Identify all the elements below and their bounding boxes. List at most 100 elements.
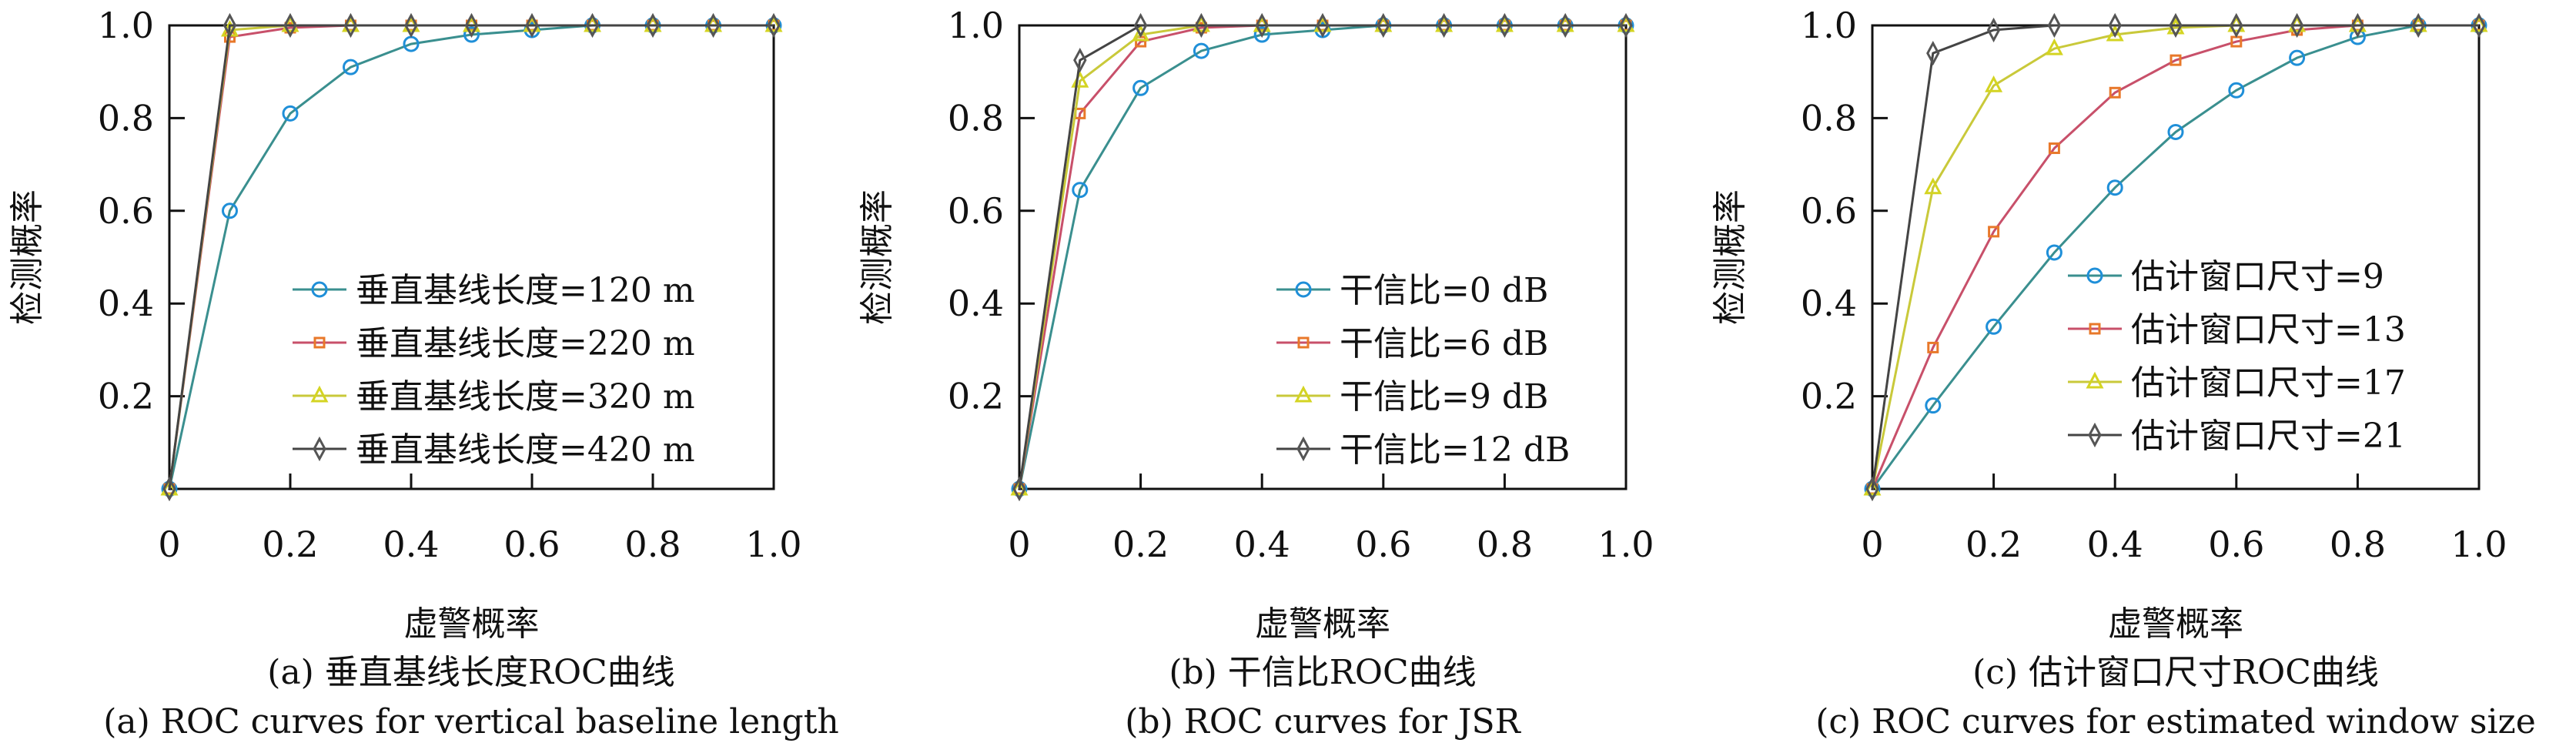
data-point: [2109, 86, 2121, 99]
data-point: [1619, 12, 1633, 38]
x-tick-label: 0.2: [262, 524, 318, 565]
y-tick-label: 0.8: [1801, 97, 1857, 139]
y-tick-label: 0.6: [98, 190, 154, 232]
data-point: [2045, 38, 2063, 55]
legend-marker: [1295, 281, 1312, 298]
x-tick-label: 0.6: [2208, 524, 2264, 565]
y-tick-label: 0.2: [948, 376, 1004, 417]
data-point: [1988, 226, 2000, 238]
data-point: [1194, 12, 1209, 38]
y-tick-label: 0.6: [948, 190, 1004, 232]
data-point: [1132, 24, 1150, 42]
legend-marker: [1296, 436, 1310, 462]
legend-marker: [1297, 336, 1310, 349]
data-point: [1865, 476, 1879, 502]
y-tick-label: 0.2: [98, 376, 154, 417]
series-3: 估计窗口尺寸=21: [1865, 12, 2486, 502]
data-point: [2106, 179, 2123, 196]
legend-label: 估计窗口尺寸=9: [2131, 257, 2384, 296]
x-tick-label: 0: [1861, 524, 1883, 565]
x-tick-label: 1.0: [2451, 524, 2507, 565]
y-tick-label: 1.0: [948, 5, 1004, 46]
data-point: [343, 12, 358, 38]
data-point: [525, 12, 539, 38]
data-point: [1924, 177, 1942, 195]
caption-en: (c) ROC curves for estimated window size: [1815, 702, 2536, 741]
chart-panel-2: 0 0.2 0.4 0.6 0.8 1.0 0.2 0.4 0.6 0.8 1.0 虚警概率 检测概率 (…: [1711, 5, 2536, 741]
data-point: [1012, 476, 1026, 502]
legend-marker: [1294, 385, 1313, 403]
series-line: [168, 24, 774, 490]
legend-label: 估计窗口尺寸=21: [2131, 417, 2406, 456]
y-axis-label: 检测概率: [858, 189, 897, 325]
x-axis-label: 虚警概率: [404, 604, 540, 644]
data-point: [585, 12, 600, 38]
legend-marker: [2086, 371, 2104, 389]
series-line: [1871, 24, 2479, 490]
legend-label: 垂直基线长度=420 m: [356, 430, 695, 470]
data-point: [1377, 12, 1390, 38]
series-line: [1018, 24, 1626, 490]
series-line: [168, 24, 774, 490]
data-point: [706, 12, 721, 38]
data-point: [1255, 12, 1269, 38]
caption-cn: (c) 估计窗口尺寸ROC曲线: [1972, 653, 2379, 692]
x-tick-label: 1.0: [1597, 524, 1654, 565]
x-tick-label: 1.0: [745, 524, 801, 565]
x-tick-label: 0.6: [1355, 524, 1411, 565]
data-point: [2170, 54, 2182, 66]
y-tick-label: 1.0: [98, 5, 154, 46]
data-point: [162, 476, 176, 502]
plot-frame: [168, 24, 775, 490]
data-point: [2106, 24, 2124, 42]
legend-label: 垂直基线长度=220 m: [356, 324, 695, 363]
legend-label: 干信比=0 dB: [1340, 271, 1548, 310]
data-point: [2048, 142, 2060, 155]
series-3: 垂直基线长度=420 m: [162, 12, 781, 502]
legend-marker: [2088, 422, 2102, 448]
data-point: [2289, 49, 2306, 66]
data-point: [1193, 42, 1209, 59]
legend-marker: [2086, 267, 2103, 284]
data-point: [2228, 82, 2245, 99]
data-point: [2411, 12, 2425, 38]
series-1: 垂直基线长度=220 m: [163, 19, 780, 495]
legend-label: 估计窗口尺寸=17: [2131, 363, 2406, 403]
data-point: [1072, 182, 1089, 199]
data-point: [2350, 12, 2365, 38]
data-point: [1073, 47, 1087, 73]
data-point: [646, 12, 660, 38]
series-line: [168, 24, 774, 490]
y-tick-label: 1.0: [1801, 5, 1857, 46]
series-line: [1871, 24, 2479, 490]
y-tick-label: 0.2: [1801, 376, 1857, 417]
x-tick-label: 0.8: [1477, 524, 1533, 565]
data-point: [1497, 12, 1512, 38]
data-point: [1927, 341, 1939, 353]
data-point: [1926, 40, 1940, 66]
data-point: [343, 59, 359, 75]
data-point: [1437, 12, 1451, 38]
x-axis-label: 虚警概率: [2108, 604, 2243, 644]
legend-marker: [2089, 323, 2101, 335]
y-axis-label: 检测概率: [1711, 189, 1750, 325]
legend-label: 干信比=9 dB: [1340, 377, 1548, 417]
x-tick-label: 0.6: [503, 524, 560, 565]
x-tick-label: 0.2: [1965, 524, 2022, 565]
data-point: [1985, 75, 2003, 92]
data-point: [1925, 397, 1942, 414]
x-tick-label: 0.8: [624, 524, 681, 565]
data-point: [2167, 123, 2184, 140]
data-point: [283, 12, 297, 38]
data-point: [222, 12, 237, 38]
caption-en: (b) ROC curves for JSR: [1125, 702, 1521, 741]
data-point: [1316, 12, 1330, 38]
legend-label: 垂直基线长度=120 m: [356, 271, 695, 310]
data-point: [222, 202, 238, 219]
x-tick-label: 0.2: [1112, 524, 1169, 565]
data-point: [2108, 12, 2122, 38]
data-point: [1253, 26, 1270, 43]
data-point: [1986, 318, 2002, 335]
y-tick-label: 0.8: [948, 97, 1004, 139]
